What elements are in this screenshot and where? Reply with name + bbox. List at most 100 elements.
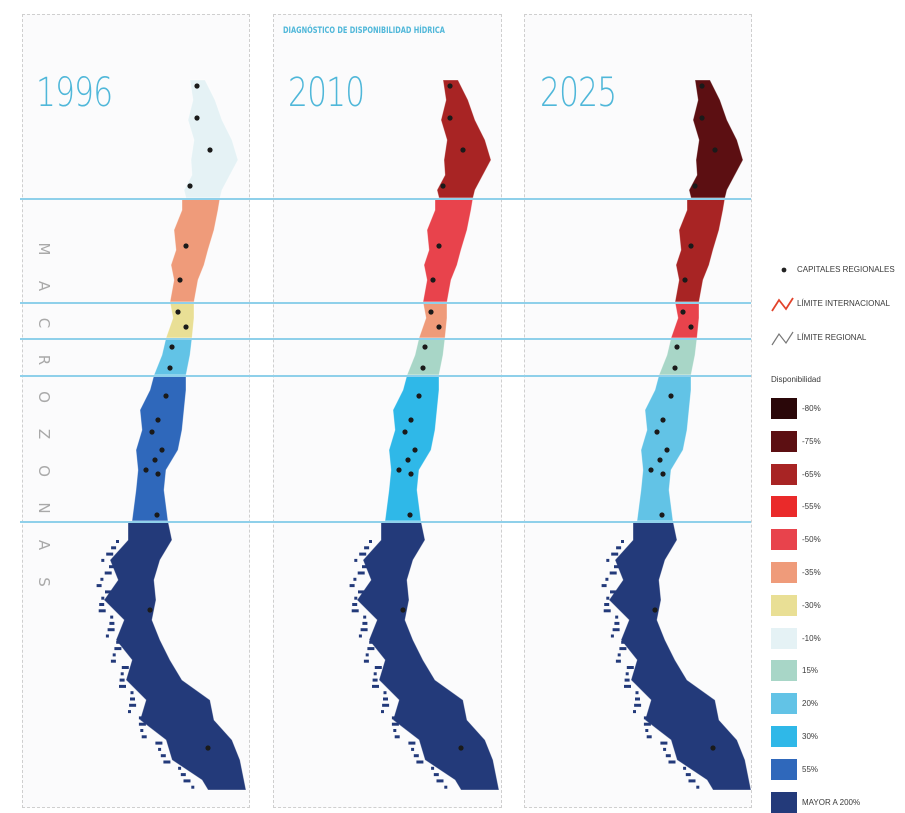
island: [99, 603, 105, 606]
island: [351, 609, 359, 613]
island: [352, 603, 358, 606]
island: [683, 766, 687, 770]
island: [160, 754, 166, 758]
island: [101, 596, 105, 600]
island: [110, 659, 116, 663]
island: [665, 754, 671, 758]
island: [610, 590, 617, 594]
macrozone-1: [688, 79, 744, 199]
island: [358, 634, 362, 638]
island: [617, 653, 621, 657]
island: [621, 540, 624, 543]
map-title: DIAGNÓSTICO DE DISPONIBILIDAD HÍDRICA: [283, 26, 445, 36]
capital-dot: [648, 467, 654, 473]
island: [107, 628, 115, 632]
island: [362, 565, 367, 569]
island: [363, 659, 369, 663]
capital-dot: [149, 429, 155, 435]
island: [383, 691, 387, 695]
island: [663, 747, 667, 751]
capital-dot: [163, 393, 169, 399]
island: [635, 697, 640, 701]
zone-line-2: [20, 302, 751, 304]
island: [603, 609, 611, 613]
legend-swatch-label: MAYOR A 200%: [802, 797, 861, 807]
legend-swatch: [771, 430, 797, 452]
zone-line-1: [20, 198, 751, 200]
island: [104, 571, 112, 575]
island: [128, 710, 131, 714]
island: [646, 735, 652, 739]
capital-dot: [422, 344, 428, 350]
zone-line-5: [20, 521, 751, 523]
island: [163, 760, 171, 764]
year-label-2010: 2010: [288, 70, 365, 116]
island: [158, 747, 162, 751]
capital-dot: [194, 83, 200, 89]
island: [365, 653, 369, 657]
capital-dot: [458, 745, 464, 751]
island: [619, 647, 627, 651]
macrozone-6: [103, 520, 247, 791]
legend-swatch: [771, 496, 797, 518]
island: [436, 779, 444, 783]
legend-swatch-label: -55%: [802, 502, 821, 512]
macrozone-2: [674, 197, 726, 303]
island: [100, 577, 104, 581]
zone-line-3: [20, 338, 751, 340]
capital-dot: [440, 183, 446, 189]
island: [349, 584, 355, 588]
legend-symbols: [771, 267, 794, 346]
legend-swatch-label: -10%: [802, 633, 821, 643]
capital-dot: [652, 607, 658, 613]
island: [411, 747, 415, 751]
capital-dot: [710, 745, 716, 751]
capital-dot: [688, 243, 694, 249]
island: [141, 735, 147, 739]
legend-capitales: CAPITALES REGIONALES: [797, 265, 895, 274]
capital-dot: [175, 309, 181, 315]
island: [615, 659, 621, 663]
capital-dot: [692, 183, 698, 189]
capital-dot: [159, 447, 165, 453]
macrozone-5: [131, 374, 187, 522]
island: [353, 577, 357, 581]
capital-dot: [680, 309, 686, 315]
zone-line-4: [20, 375, 751, 377]
capital-dot: [187, 183, 193, 189]
island: [369, 540, 372, 543]
island: [109, 621, 115, 625]
legend-swatch-label: 30%: [802, 732, 819, 741]
international-border-icon: [771, 297, 794, 312]
island: [109, 565, 114, 569]
island: [106, 552, 114, 556]
island: [621, 640, 627, 644]
legend-swatch-label: -35%: [802, 568, 821, 577]
island: [138, 716, 144, 720]
legend-swatch-label: -75%: [802, 436, 821, 446]
map-1996: [96, 79, 247, 791]
island: [624, 684, 631, 688]
island: [105, 634, 109, 638]
capital-dot: [412, 447, 418, 453]
capital-dot: [447, 115, 453, 121]
capital-dot: [430, 277, 436, 283]
capital-dot: [447, 83, 453, 89]
island: [138, 722, 146, 726]
capital-dot: [659, 512, 665, 518]
macrozone-2: [169, 197, 221, 303]
island: [112, 653, 116, 657]
island: [634, 703, 642, 707]
capital-dot: [416, 393, 422, 399]
capital-dot: [147, 607, 153, 613]
island: [130, 691, 134, 695]
legend-swatch-label: -50%: [802, 535, 821, 545]
macrozone-1: [436, 79, 492, 199]
island: [191, 785, 195, 789]
capital-dot: [183, 324, 189, 330]
capital-dot: [154, 512, 160, 518]
legend-swatch-label: -65%: [802, 469, 821, 479]
capital-dot: [400, 607, 406, 613]
capital-dot: [396, 467, 402, 473]
island: [625, 672, 629, 676]
